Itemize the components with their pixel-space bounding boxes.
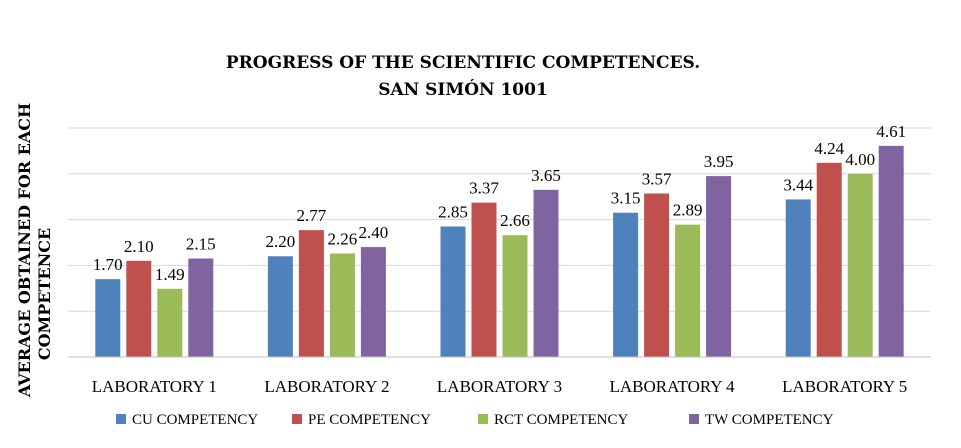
bar-pe-competency-1 (126, 260, 152, 357)
data-label: 4.24 (814, 139, 844, 158)
chart-title: PROGRESS OF THE SCIENTIFIC COMPETENCES. … (226, 53, 700, 100)
data-label: 2.66 (500, 211, 530, 230)
bar-pe-competency-3 (471, 202, 497, 357)
data-label: 3.57 (642, 169, 672, 188)
data-label: 3.65 (531, 166, 561, 185)
bar-rct-competency-3 (502, 235, 528, 357)
data-label: 2.77 (297, 206, 327, 225)
y-axis-label-line-2: COMPETENCE (35, 228, 54, 360)
bar-cu-competency-5 (785, 199, 811, 357)
x-tick-label: LABORATORY 4 (610, 377, 736, 396)
legend-swatch (292, 414, 302, 424)
chart-title-line-1: PROGRESS OF THE SCIENTIFIC COMPETENCES. (226, 53, 700, 73)
bar-pe-competency-2 (298, 230, 324, 357)
data-label: 3.15 (611, 189, 641, 208)
data-label: 3.44 (783, 175, 813, 194)
data-label: 2.89 (673, 201, 703, 220)
x-tick-label: LABORATORY 1 (92, 377, 217, 396)
bar-cu-competency-1 (95, 279, 121, 357)
legend-label: PE COMPETENCY (308, 412, 431, 428)
data-label: 2.10 (124, 237, 154, 256)
bar-pe-competency-5 (816, 162, 842, 357)
x-tick-label: LABORATORY 3 (437, 377, 562, 396)
y-axis-label-line-1: AVERAGE OBTAINED FOR EACH (15, 103, 34, 398)
bar-cu-competency-4 (613, 212, 639, 357)
bar-pe-competency-4 (644, 193, 670, 357)
bar-rct-competency-2 (329, 253, 355, 357)
bar-tw-competency-5 (878, 145, 904, 357)
data-label: 3.37 (469, 179, 499, 198)
legend-label: CU COMPETENCY (132, 412, 258, 428)
legend: CU COMPETENCY PE COMPETENCY RCT COMPETENCY… (116, 412, 834, 428)
legend-swatch (116, 414, 126, 424)
legend-label: RCT COMPETENCY (494, 412, 628, 428)
bar-rct-competency-4 (675, 224, 701, 357)
chart-title-line-2: SAN SIMÓN 1001 (378, 79, 548, 100)
legend-swatch (689, 414, 699, 424)
x-tick-label: LABORATORY 5 (782, 377, 907, 396)
legend-swatch (478, 414, 488, 424)
data-label: 2.26 (328, 229, 358, 248)
data-labels: 1.702.101.492.15 2.202.772.26 2.40 2.853.37… (93, 122, 906, 284)
bar-rct-competency-1 (157, 288, 183, 357)
bar-tw-competency-2 (360, 247, 386, 357)
data-label: 1.70 (93, 255, 123, 274)
bar-tw-competency-1 (188, 258, 214, 357)
data-label: 2.20 (266, 232, 296, 251)
data-label: 3.95 (704, 152, 734, 171)
x-tick-label: LABORATORY 2 (264, 377, 389, 396)
data-label: 1.49 (155, 265, 185, 284)
y-axis-label: AVERAGE OBTAINED FOR EACH COMPETENCE (15, 103, 54, 398)
bars (95, 145, 904, 357)
bar-tw-competency-4 (706, 176, 732, 357)
bar-cu-competency-2 (267, 256, 293, 357)
data-label: 2.85 (438, 202, 468, 221)
bar-rct-competency-5 (847, 173, 873, 357)
bar-tw-competency-3 (533, 189, 559, 357)
data-label: 4.61 (876, 122, 906, 141)
x-axis-tick-labels: LABORATORY 1 LABORATORY 2 LABORATORY 3 LABO… (92, 377, 908, 396)
data-label: 2.15 (186, 235, 216, 254)
data-label: 2.40 (359, 223, 389, 242)
legend-label: TW COMPETENCY (705, 412, 834, 428)
data-label: 4.00 (845, 150, 875, 169)
bar-cu-competency-3 (440, 226, 466, 357)
